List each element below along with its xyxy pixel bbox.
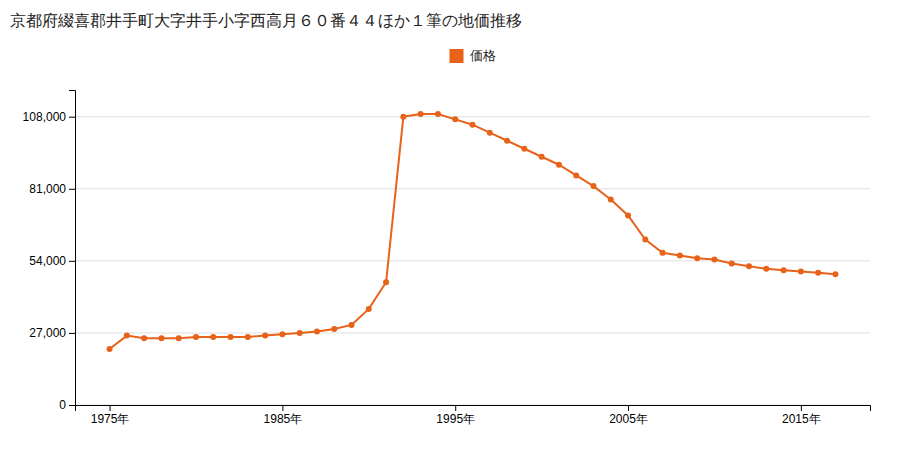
- tick: 1985年: [264, 405, 303, 426]
- marker: [228, 334, 234, 340]
- marker: [815, 270, 821, 276]
- marker: [781, 267, 787, 273]
- tick-mark: [801, 405, 802, 411]
- series-line: [110, 114, 836, 349]
- tick: 1995年: [436, 405, 475, 426]
- marker: [400, 114, 406, 120]
- marker: [452, 116, 458, 122]
- tick: 1975年: [91, 405, 130, 426]
- tick-mark: [69, 333, 75, 334]
- tick-label: 81,000: [29, 182, 66, 196]
- marks: [107, 111, 839, 352]
- tick-label: 1975年: [91, 412, 130, 426]
- tick-mark: [282, 405, 283, 411]
- marker: [124, 333, 130, 339]
- marker: [193, 334, 199, 340]
- marker: [279, 331, 285, 337]
- marker: [470, 122, 476, 128]
- marker: [660, 250, 666, 256]
- tick-mark: [455, 405, 456, 411]
- marker: [556, 162, 562, 168]
- tick: 54,000: [29, 254, 75, 268]
- x-axis: 1975年 1985年 1995年 2005年 2015年: [76, 405, 871, 426]
- legend-item: 価格: [450, 48, 496, 63]
- marker: [366, 306, 372, 312]
- marker: [487, 130, 493, 136]
- axis-line: [69, 91, 76, 406]
- marker: [521, 146, 527, 152]
- marker: [504, 138, 510, 144]
- marker: [642, 236, 648, 242]
- tick-mark: [69, 405, 75, 406]
- grid-line: [75, 332, 870, 333]
- marker: [331, 326, 337, 332]
- legend-label: 価格: [470, 48, 496, 63]
- marker: [539, 154, 545, 160]
- tick-mark: [69, 117, 75, 118]
- marker: [262, 333, 268, 339]
- tick-label: 1985年: [264, 412, 303, 426]
- marker: [832, 271, 838, 277]
- marker: [677, 253, 683, 259]
- plot-area: 1975年 1985年 1995年 2005年 2015年 0 27,000 54,000 81…: [23, 91, 871, 426]
- tick: 27,000: [29, 326, 75, 340]
- legend: 価格: [450, 48, 496, 63]
- marker: [435, 111, 441, 117]
- marker: [746, 263, 752, 269]
- marker: [625, 212, 631, 218]
- tick-label: 27,000: [29, 326, 66, 340]
- tick-mark: [628, 405, 629, 411]
- tick: 108,000: [23, 110, 75, 124]
- tick-label: 2015年: [782, 412, 821, 426]
- grid-line: [75, 188, 870, 189]
- marker: [176, 335, 182, 341]
- marker: [349, 322, 355, 328]
- tick-label: 54,000: [29, 254, 66, 268]
- grid-line: [75, 260, 870, 261]
- tick-label: 2005年: [609, 412, 648, 426]
- marker: [383, 279, 389, 285]
- y-axis: 0 27,000 54,000 81,000 108,000: [23, 91, 76, 413]
- legend-swatch: [450, 49, 464, 63]
- marker: [210, 334, 216, 340]
- marker: [107, 346, 113, 352]
- tick: 2005年: [609, 405, 648, 426]
- marker: [694, 255, 700, 261]
- marker: [590, 183, 596, 189]
- tick-label: 108,000: [23, 110, 67, 124]
- marker: [418, 111, 424, 117]
- grid-line: [75, 116, 870, 117]
- tick-mark: [110, 405, 111, 411]
- tick-mark: [69, 189, 75, 190]
- tick-label: 1995年: [436, 412, 475, 426]
- axis-line: [76, 406, 871, 412]
- title: 京都府綴喜郡井手町大字井手小字西高月６０番４４ほか１筆の地価推移: [10, 12, 522, 29]
- marker: [158, 335, 164, 341]
- tick-label: 0: [59, 398, 66, 412]
- marker: [245, 334, 251, 340]
- marker: [798, 269, 804, 275]
- tick: 81,000: [29, 182, 75, 196]
- markers: [107, 111, 839, 352]
- marker: [141, 335, 147, 341]
- marker: [729, 261, 735, 267]
- marker: [297, 330, 303, 336]
- marker: [763, 266, 769, 272]
- chart: 京都府綴喜郡井手町大字井手小字西高月６０番４４ほか１筆の地価推移 1975年 198…: [0, 0, 900, 450]
- marker: [608, 196, 614, 202]
- marker: [314, 329, 320, 335]
- tick: 0: [59, 398, 75, 412]
- tick-mark: [69, 261, 75, 262]
- marker: [711, 257, 717, 263]
- marker: [573, 172, 579, 178]
- tick: 2015年: [782, 405, 821, 426]
- grid: [75, 117, 870, 405]
